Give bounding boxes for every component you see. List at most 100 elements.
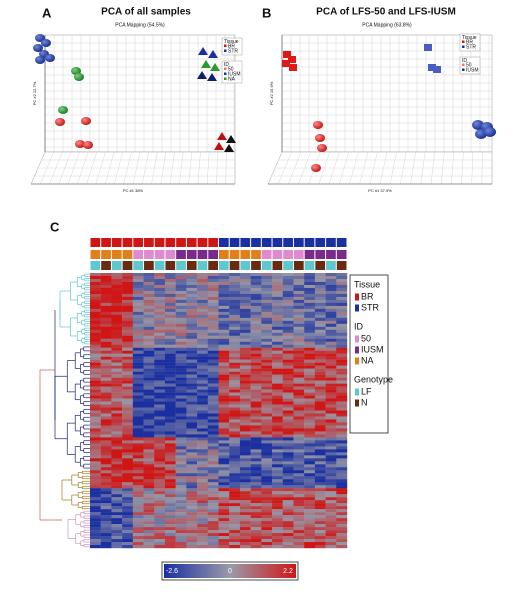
heatmap-cell [207, 479, 219, 483]
heatmap-cell [90, 509, 101, 513]
annotation-cell [176, 261, 186, 270]
heatmap-cell [207, 398, 219, 402]
heatmap-cell [250, 542, 262, 546]
heatmap-cell [229, 458, 241, 462]
heatmap-cell [282, 308, 294, 313]
point [217, 132, 227, 140]
heatmap-cell [154, 443, 166, 447]
plot-subtitle: PCA Mapping (54.5%) [115, 22, 165, 28]
heatmap-cell [111, 545, 123, 549]
heatmap-cell [164, 407, 176, 411]
heatmap-cell [272, 482, 283, 486]
heatmap-cell [207, 464, 219, 468]
heatmap-cell [132, 539, 144, 543]
heatmap-cell [143, 542, 155, 546]
heatmap-cell [239, 443, 251, 447]
heatmap-cell [164, 332, 176, 336]
heatmap-cell [186, 524, 198, 528]
heatmap-cell [250, 449, 262, 453]
heatmap-cell [197, 398, 208, 402]
heatmap-cell [164, 458, 176, 462]
heatmap-cell [186, 401, 198, 405]
heatmap-cell [143, 398, 155, 402]
heatmap-cell [218, 287, 230, 292]
heatmap-cell [261, 494, 273, 498]
heatmap-cell [197, 323, 208, 328]
heatmap-cell [282, 446, 294, 450]
heatmap-cell [90, 521, 101, 525]
heatmap-cell [304, 335, 316, 339]
heatmap-cell [293, 377, 305, 381]
heatmap-cell [197, 377, 208, 381]
heatmap-cell [164, 380, 176, 384]
heatmap-cell [111, 353, 123, 357]
heatmap-cell [229, 404, 241, 408]
heatmap-cell [122, 467, 134, 471]
heatmap-cell [261, 356, 273, 360]
heatmap-cell [154, 398, 166, 402]
heatmap-cell [122, 458, 134, 462]
heatmap-cell [314, 389, 326, 393]
heatmap-cell [175, 296, 187, 301]
heatmap-cell [282, 545, 294, 549]
heatmap-cell [293, 512, 305, 516]
heatmap-cell [207, 401, 219, 405]
heatmap-cell [122, 374, 134, 378]
heatmap-cell [175, 273, 187, 277]
heatmap-cell [293, 392, 305, 396]
legend-heading: Genotype [354, 374, 393, 384]
heatmap-cell [122, 452, 134, 456]
heatmap-cell [111, 293, 123, 298]
heatmap-cell [304, 515, 316, 519]
heatmap-cell [282, 458, 294, 462]
heatmap-cell [207, 455, 219, 459]
heatmap-cell [250, 341, 262, 345]
heatmap-cell [122, 416, 134, 420]
heatmap-cell [207, 521, 219, 525]
heatmap-cell [175, 380, 187, 384]
heatmap-cell [143, 473, 155, 477]
heatmap-cell [197, 494, 208, 498]
heatmap-cell [207, 446, 219, 450]
heatmap-cell [314, 488, 326, 492]
heatmap-cell [186, 410, 198, 414]
heatmap-cell [261, 371, 273, 375]
heatmap-cell [143, 401, 155, 405]
heatmap-cell [122, 422, 134, 426]
heatmap-cell [100, 515, 112, 519]
point [315, 134, 325, 142]
heatmap-cell [218, 383, 230, 387]
heatmap-cell [143, 314, 155, 319]
heatmap-cell [304, 323, 316, 328]
heatmap-cell [314, 374, 326, 378]
heatmap-cell [164, 398, 176, 402]
heatmap-cell [239, 431, 251, 435]
heatmap-cell [229, 371, 241, 375]
heatmap-cell [186, 371, 198, 375]
heatmap-cell [229, 536, 241, 540]
heatmap-cell [336, 284, 348, 289]
heatmap-cell [272, 452, 283, 456]
heatmap-cell [154, 383, 166, 387]
heatmap-cell [336, 530, 348, 534]
heatmap-cell [218, 386, 230, 390]
heatmap-cell [122, 338, 134, 342]
heatmap-cell [122, 323, 134, 328]
heatmap-cell [261, 308, 273, 313]
heatmap-cell [250, 392, 262, 396]
heatmap-cell [111, 299, 123, 304]
heatmap-cell [229, 497, 241, 501]
heatmap-cell [261, 305, 273, 310]
heatmap-cell [132, 488, 144, 492]
heatmap-cell [218, 482, 230, 486]
heatmap-cell [239, 539, 251, 543]
heatmap-cell [132, 320, 144, 325]
legend-swatch [355, 357, 359, 365]
heatmap-cell [122, 368, 134, 372]
annotation-cell [219, 261, 229, 270]
heatmap-cell [90, 545, 101, 549]
heatmap-cell [111, 374, 123, 378]
heatmap-cell [304, 273, 316, 277]
heatmap-cell [272, 317, 283, 322]
